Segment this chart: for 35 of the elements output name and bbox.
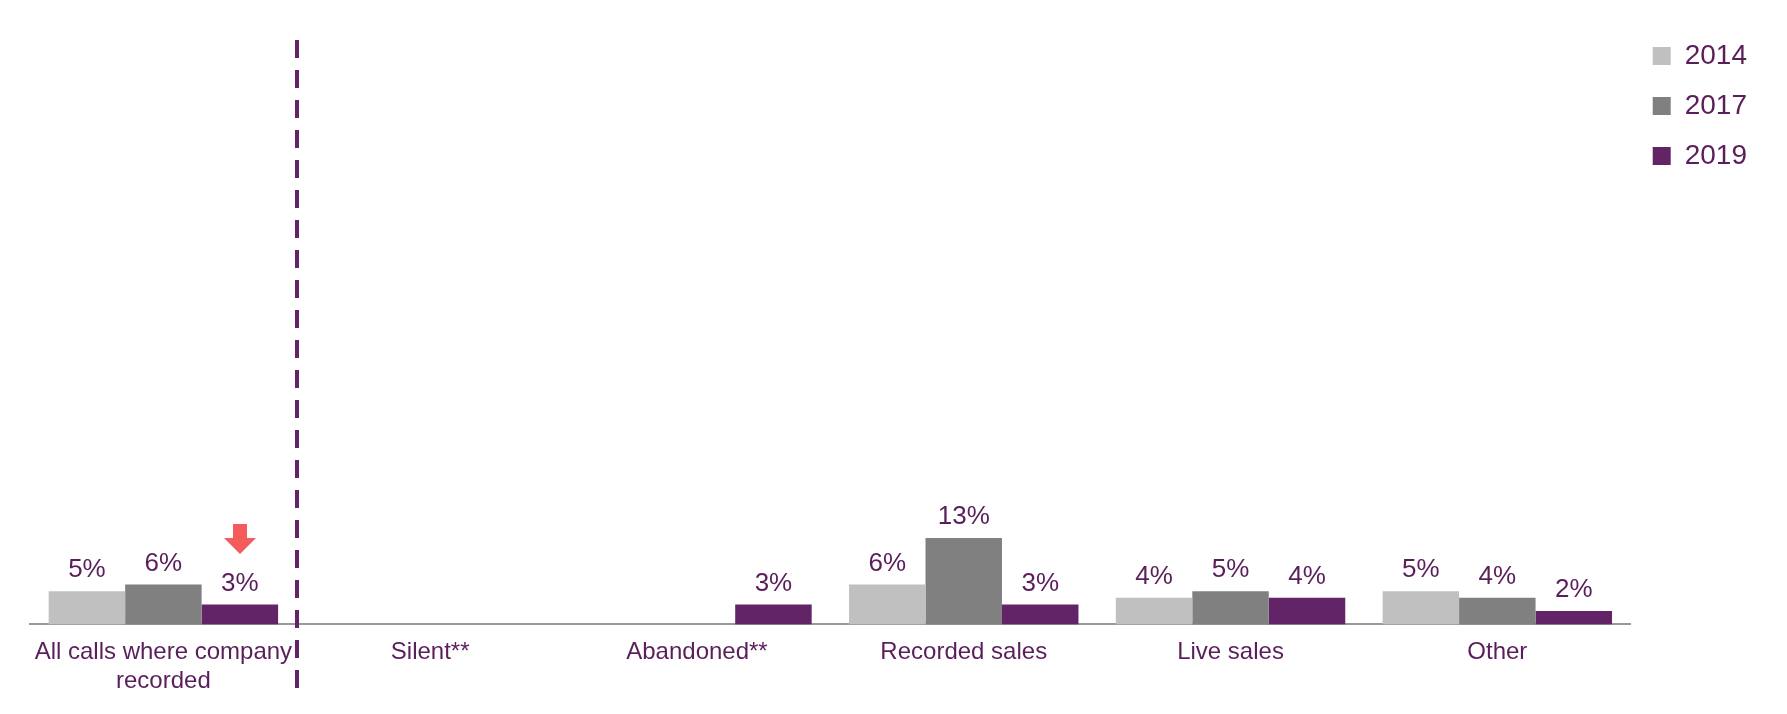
data-label: 13%: [937, 500, 990, 531]
bar: [1115, 597, 1193, 625]
legend-label: 2014: [1684, 38, 1748, 70]
data-label: 3%: [1021, 566, 1060, 597]
data-label: 5%: [1402, 553, 1440, 584]
bar: [849, 584, 926, 625]
x-tick-label: Recorded sales: [880, 637, 1048, 665]
bar: [1192, 591, 1269, 625]
bar: [48, 591, 126, 625]
bar: [125, 584, 202, 625]
data-label: 6%: [868, 546, 907, 577]
data-label: 5%: [68, 553, 106, 584]
data-label: 3%: [754, 566, 793, 597]
data-label: 4%: [1288, 560, 1326, 590]
data-label: 5%: [1211, 553, 1250, 584]
x-tick-label: Silent**: [390, 637, 470, 665]
x-tick-label: Abandoned**: [626, 637, 768, 665]
x-tick-label: All calls where company recorded: [34, 637, 293, 694]
x-tick-label: Live sales: [1177, 637, 1284, 665]
data-label: 4%: [1478, 560, 1517, 590]
bar: [925, 538, 1002, 625]
data-label: 6%: [144, 546, 183, 577]
bar: [201, 604, 279, 625]
data-label: 2%: [1555, 573, 1593, 604]
bar: [1459, 597, 1536, 625]
legend-label: 2019: [1684, 138, 1748, 170]
data-label: 4%: [1135, 560, 1173, 590]
bar: [1535, 611, 1613, 625]
bar: [735, 604, 812, 625]
data-label: 3%: [221, 566, 259, 597]
bar: [1268, 597, 1346, 625]
bar: [1382, 591, 1460, 625]
legend-label: 2017: [1684, 88, 1748, 120]
x-tick-label: Other: [1467, 637, 1528, 665]
bar: [1001, 604, 1079, 625]
